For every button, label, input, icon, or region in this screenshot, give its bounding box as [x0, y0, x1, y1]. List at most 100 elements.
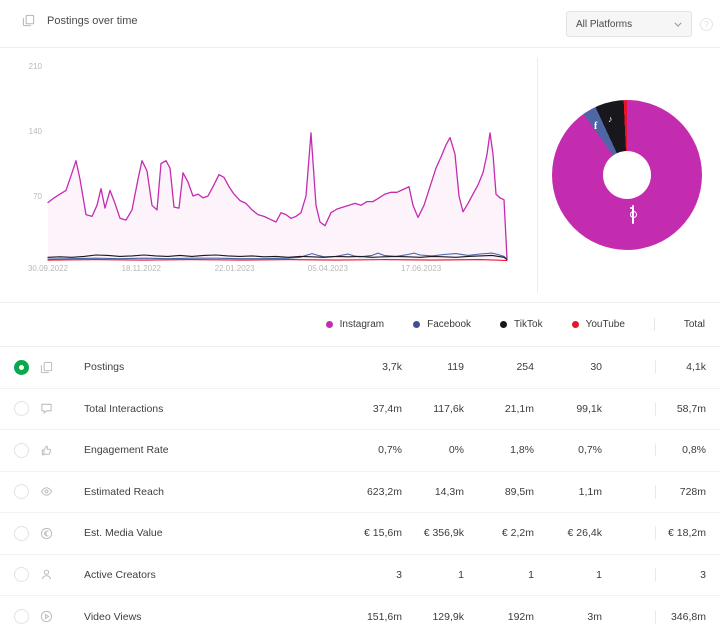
value-tiktok: 1,8% [510, 444, 534, 457]
x-tick-label: 22.01.2023 [214, 264, 255, 273]
media-value-icon [40, 527, 68, 540]
legend-dot [571, 321, 579, 328]
value-instagram: 3,7k [382, 361, 402, 374]
metric-label: Postings [84, 361, 125, 374]
value-instagram: 3 [396, 568, 402, 581]
table-row-est-media-value[interactable]: Est. Media Value € 15,6m € 356,9k € 2,2m € 2… [0, 513, 720, 555]
donut-hole [603, 151, 651, 199]
table-row-engagement-rate[interactable]: Engagement Rate 0,7% 0% 1,8% 0,7% 0,8% [0, 430, 720, 472]
value-tiktok: 21,1m [504, 402, 534, 415]
header: Postings over time All Platforms ? [0, 0, 720, 48]
video-views-icon [40, 610, 68, 623]
metric-radio[interactable] [14, 401, 29, 417]
table-row-total-interactions[interactable]: Total Interactions 37,4m 117,6k 21,1m 99,1k 5… [0, 389, 720, 430]
y-tick-label: 140 [28, 127, 42, 136]
platform-filter-value: All Platforms [576, 18, 633, 30]
value-youtube: € 26,4k [567, 527, 602, 540]
table-row-video-views[interactable]: Video Views 151,6m 129,9k 192m 3m 346,8m [0, 596, 720, 638]
value-tiktok: 1 [528, 568, 534, 581]
x-tick-label: 30.09.2022 [27, 264, 69, 273]
legend-divider [653, 318, 655, 331]
legend-item-instagram: Instagram [325, 319, 385, 330]
creators-icon [40, 568, 68, 581]
value-instagram: € 15,6m [364, 527, 402, 540]
value-facebook: 1 [458, 568, 464, 581]
metric-label: Active Creators [84, 568, 156, 581]
table-row-estimated-reach[interactable]: Estimated Reach 623,2m 14,3m 89,5m 1,1m 728m [0, 472, 720, 513]
value-youtube: 0,7% [578, 444, 602, 457]
instagram-icon [632, 205, 634, 224]
value-tiktok: € 2,2m [501, 527, 534, 540]
metric-label: Engagement Rate [84, 444, 169, 457]
value-instagram: 151,6m [366, 610, 402, 623]
legend-item-youtube: YouTube [571, 319, 625, 330]
value-instagram: 37,4m [372, 402, 402, 415]
chart-separator [537, 58, 538, 293]
metric-label: Estimated Reach [84, 485, 164, 498]
value-facebook: 14,3m [434, 485, 464, 498]
platform-filter-dropdown[interactable]: All Platforms [566, 11, 692, 37]
metric-label: Video Views [84, 610, 142, 623]
value-total: 4,1k [602, 361, 706, 373]
y-tick-label: 210 [28, 62, 42, 71]
legend-dot [500, 321, 508, 328]
value-facebook: 119 [447, 361, 464, 374]
value-total: 0,8% [602, 444, 706, 456]
value-tiktok: 254 [516, 361, 534, 374]
value-youtube: 3m [587, 610, 602, 623]
x-tick-label: 17.06.2023 [401, 264, 442, 273]
x-tick-label: 05.04.2023 [307, 264, 348, 273]
metric-radio[interactable] [14, 609, 29, 625]
reach-icon [40, 485, 68, 498]
legend-label: TikTok [514, 319, 543, 330]
postings-line-chart [47, 132, 508, 262]
value-facebook: 117,6k [433, 402, 464, 415]
value-tiktok: 192m [507, 610, 534, 623]
value-youtube: 1,1m [578, 485, 602, 498]
value-total: 3 [602, 569, 706, 581]
engagement-icon [40, 444, 68, 457]
value-facebook: 129,9k [432, 610, 464, 623]
x-tick-label: 18.11.2022 [121, 264, 162, 273]
value-facebook: 0% [448, 444, 464, 457]
metric-radio[interactable] [14, 359, 29, 375]
legend-label: YouTube [585, 319, 625, 330]
legend-label: Facebook [427, 319, 472, 330]
legend-total-label: Total [683, 319, 705, 330]
value-facebook: € 356,9k [423, 527, 464, 540]
legend-dot [413, 321, 421, 328]
value-youtube: 99,1k [576, 402, 602, 415]
series-legend: Instagram Facebook TikTok YouTube Total [0, 303, 720, 347]
legend-item-tiktok: TikTok [500, 319, 543, 330]
legend-label: Instagram [339, 319, 385, 330]
metric-radio[interactable] [14, 442, 29, 458]
table-row-active-creators[interactable]: Active Creators 3 1 1 1 3 [0, 555, 720, 596]
y-tick-label: 70 [33, 192, 42, 201]
chevron-down-icon [674, 22, 682, 27]
copy-icon [22, 14, 35, 27]
metric-label: Total Interactions [84, 402, 164, 415]
tiktok-icon: ♪ [608, 114, 613, 124]
value-instagram: 0,7% [378, 444, 402, 457]
charts-section: 210 140 70 30.09.2022 18.11.2022 22.01.2023 0… [0, 48, 720, 303]
legend-dot [325, 321, 333, 328]
legend-item-facebook: Facebook [413, 319, 471, 330]
metric-radio[interactable] [14, 525, 29, 541]
facebook-icon: f [594, 121, 598, 132]
postings-icon [40, 361, 68, 374]
metric-radio[interactable] [14, 484, 29, 500]
value-total: 728m [602, 486, 706, 498]
value-instagram: 623,2m [366, 485, 402, 498]
value-tiktok: 89,5m [504, 485, 534, 498]
metrics-table: Postings 3,7k 119 254 30 4,1k Total Interactio… [0, 347, 720, 638]
metric-radio[interactable] [14, 567, 29, 583]
interactions-icon [40, 402, 68, 415]
metric-label: Est. Media Value [84, 527, 163, 540]
page-title: Postings over time [47, 14, 138, 27]
value-youtube: 1 [596, 568, 602, 581]
table-row-postings[interactable]: Postings 3,7k 119 254 30 4,1k [0, 347, 720, 389]
platform-share-donut: f ♪ [552, 100, 702, 250]
help-icon[interactable]: ? [700, 18, 713, 31]
value-total: 58,7m [602, 403, 706, 415]
